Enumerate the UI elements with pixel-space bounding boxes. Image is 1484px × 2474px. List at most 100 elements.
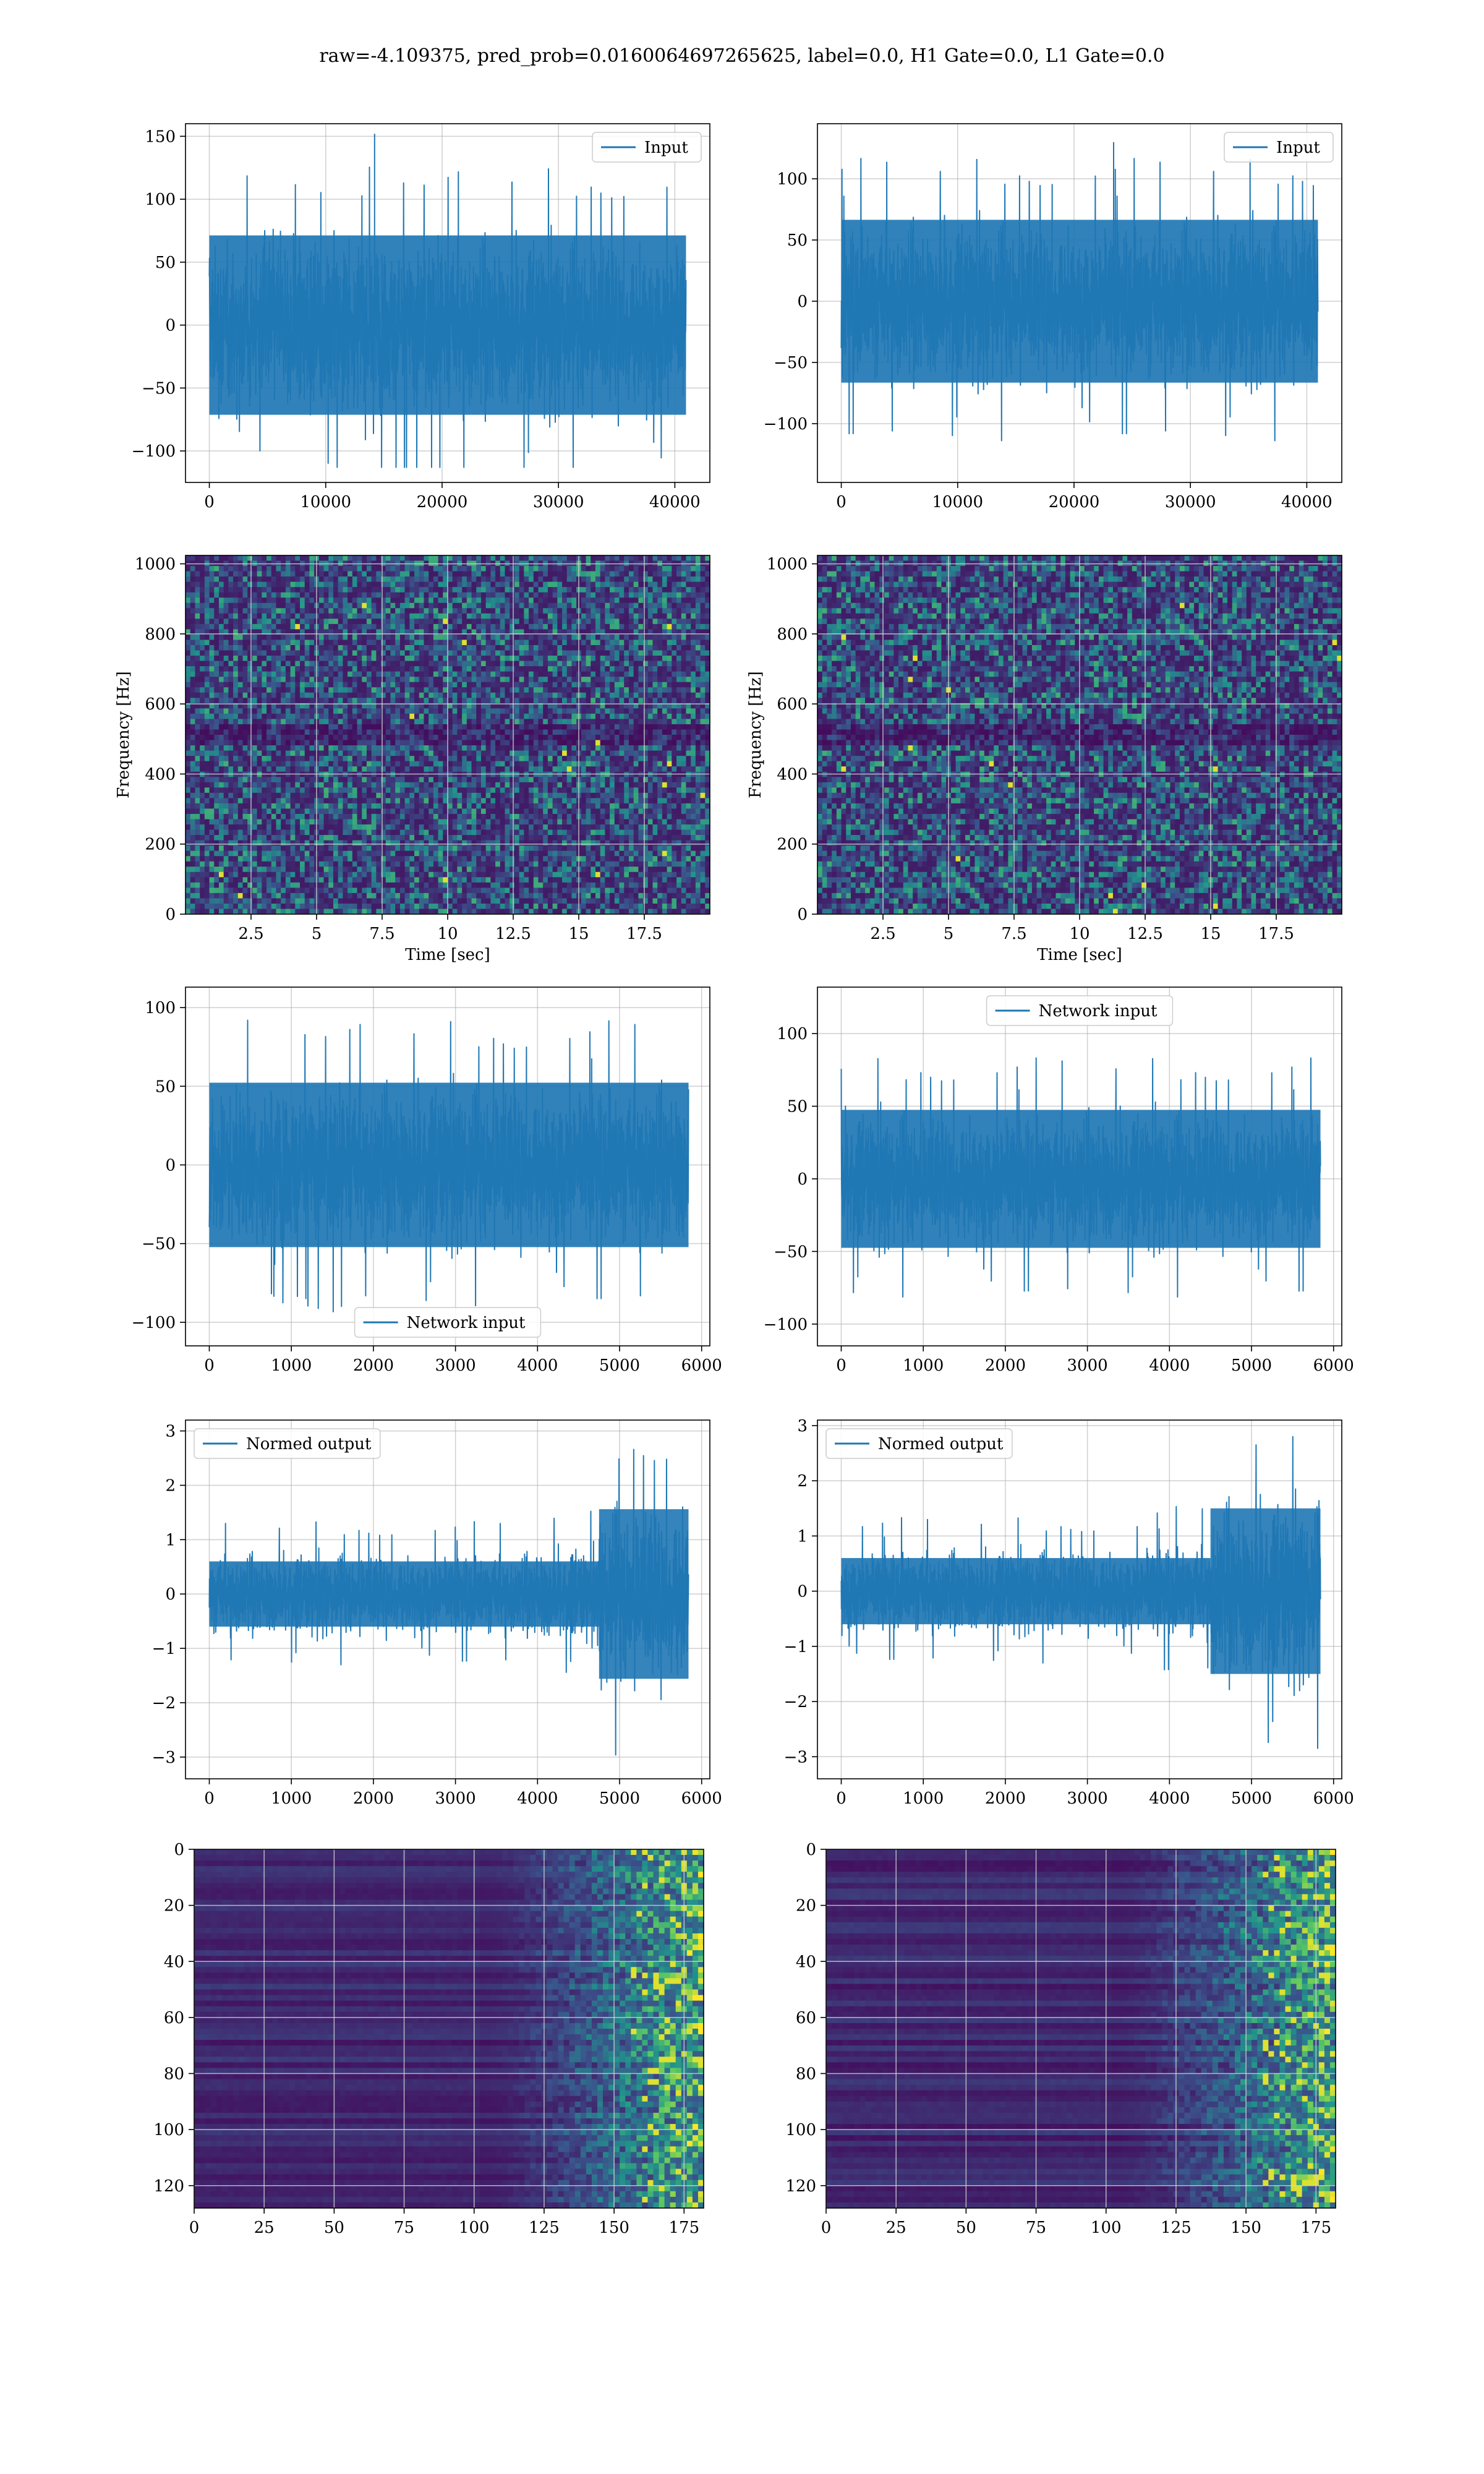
y-tick-label: −1 xyxy=(784,1638,808,1656)
x-tick-label: 6000 xyxy=(1313,1789,1354,1808)
y-axis-label: Frequency [Hz] xyxy=(746,671,765,798)
x-tick-label: 100 xyxy=(1091,2219,1122,2237)
legend-label: Input xyxy=(644,139,688,157)
heatmap-cells xyxy=(826,1849,1336,2208)
y-tick-label: 50 xyxy=(155,1077,176,1096)
legend-label: Input xyxy=(1276,139,1320,157)
x-tick-label: 5 xyxy=(944,925,954,943)
gridlines xyxy=(817,555,1342,914)
y-tick-label: 100 xyxy=(777,1025,808,1043)
y-tick-label: 80 xyxy=(796,2065,816,2084)
plot-area xyxy=(817,987,1342,1346)
x-tick-label: 150 xyxy=(1230,2219,1261,2237)
x-tick-label: 5000 xyxy=(1231,1356,1272,1375)
y-tick-label: 2 xyxy=(165,1476,176,1495)
y-tick-label: 0 xyxy=(797,1583,808,1601)
x-tick-label: 1000 xyxy=(271,1789,312,1808)
x-tick-label: 2.5 xyxy=(870,925,895,943)
plot-area xyxy=(186,987,710,1346)
series-band xyxy=(841,1110,1321,1248)
subplot-grid: 0 10000 20000 30000 40000−100−50050100150Inp… xyxy=(114,123,1354,2237)
x-tick-label: 6000 xyxy=(1313,1356,1354,1375)
subplot-r3c2: 0 1000 2000 3000 4000 5000 6000 −100 −50 0 50 100 Ne… xyxy=(764,987,1354,1375)
x-tick-label: 2000 xyxy=(985,1356,1026,1375)
axes-frame xyxy=(185,123,710,483)
x-tick-label: 0 xyxy=(836,493,846,511)
x-tick-label: 1000 xyxy=(903,1789,944,1808)
legend-box xyxy=(825,1428,1013,1459)
tick-labels: 2.5 5 7.5 10 12.5 15 17.5 0 200 400 600 800 1000 xyxy=(767,555,1294,943)
y-tick-label: 20 xyxy=(164,1897,184,1915)
x-tick-label: 17.5 xyxy=(1258,925,1294,943)
x-tick-label: 30000 xyxy=(533,493,584,511)
y-tick-label: 400 xyxy=(777,765,808,784)
y-tick-label: 400 xyxy=(145,765,176,784)
x-tick-label: 125 xyxy=(1161,2219,1192,2237)
plot-area xyxy=(186,555,710,914)
subplot-r1c1: 0 10000 20000 30000 40000 −100 −50 0 50 100 150 Inp… xyxy=(132,123,710,511)
heatmap-cells xyxy=(194,1849,704,2208)
x-tick-label: 0 xyxy=(204,493,215,511)
tick-labels: 0 1000 2000 3000 4000 5000 6000 −3 −2 −1 0 1 2 3 xyxy=(152,1423,722,1808)
y-tick-label: 50 xyxy=(155,254,176,272)
x-tick-label: 15 xyxy=(1200,925,1221,943)
legend: Normed output xyxy=(825,1428,1013,1459)
plot-area xyxy=(817,555,1342,914)
subplot-r3c1: 0 1000 2000 3000 4000 5000 6000 −100 −50 0 50 100 Ne… xyxy=(132,987,722,1375)
y-tick-label: 100 xyxy=(785,2121,816,2139)
x-tick-label: 10 xyxy=(437,925,458,943)
y-tick-label: 0 xyxy=(797,1170,808,1189)
tick-labels: 0 1000 2000 3000 4000 5000 6000 −3 −2 −1 0 1 2 3 xyxy=(784,1417,1354,1808)
y-tick-label: 60 xyxy=(796,2009,816,2027)
x-tick-label: 0 xyxy=(189,2219,200,2237)
x-tick-label: 15 xyxy=(568,925,589,943)
x-tick-label: 10000 xyxy=(300,493,351,511)
x-tick-label: 100 xyxy=(459,2219,490,2237)
x-tick-label: 4000 xyxy=(517,1789,558,1808)
x-tick-label: 2000 xyxy=(985,1789,1026,1808)
x-tick-label: 40000 xyxy=(1281,493,1333,511)
legend-label: Network input xyxy=(407,1314,526,1332)
x-tick-label: 125 xyxy=(529,2219,560,2237)
x-tick-label: 20000 xyxy=(417,493,468,511)
x-axis-label: Time [sec] xyxy=(405,946,490,964)
tick-labels: 0 10000 20000 30000 40000 −100 −50 0 50 100 150 xyxy=(132,127,701,511)
y-tick-label: 0 xyxy=(165,1585,176,1604)
plot-area xyxy=(817,124,1342,482)
legend-box xyxy=(592,132,702,163)
y-tick-label: 600 xyxy=(145,695,176,714)
y-tick-label: 40 xyxy=(796,1953,816,1971)
tick-labels: 2.5 5 7.5 10 12.5 15 17.5 0 200 400 600 800 1000 xyxy=(135,555,662,943)
axes-frame xyxy=(825,1849,1336,2209)
x-tick-label: 0 xyxy=(821,2219,832,2237)
y-tick-label: 1 xyxy=(797,1527,808,1546)
x-tick-label: 5000 xyxy=(1231,1789,1272,1808)
x-tick-label: 1000 xyxy=(271,1356,312,1375)
y-tick-label: −1 xyxy=(152,1640,176,1658)
x-tick-label: 3000 xyxy=(435,1789,476,1808)
y-tick-label: 1000 xyxy=(767,555,808,574)
series-band xyxy=(841,220,1318,383)
y-tick-label: 20 xyxy=(796,1897,816,1915)
y-tick-label: 1 xyxy=(165,1531,176,1549)
y-tick-label: 3 xyxy=(165,1423,176,1441)
y-tick-label: 150 xyxy=(145,127,176,146)
y-axis-label: Frequency [Hz] xyxy=(114,671,133,798)
y-tick-label: 0 xyxy=(165,1156,176,1175)
y-tick-label: −50 xyxy=(774,1243,808,1261)
x-tick-label: 20000 xyxy=(1049,493,1100,511)
x-tick-label: 5 xyxy=(312,925,322,943)
x-tick-label: 0 xyxy=(836,1356,846,1375)
legend: Network input xyxy=(354,1307,542,1338)
y-tick-label: 200 xyxy=(777,836,808,854)
x-tick-label: 175 xyxy=(1300,2219,1331,2237)
y-tick-label: 60 xyxy=(164,2009,184,2027)
x-tick-label: 50 xyxy=(956,2219,976,2237)
legend-box xyxy=(986,995,1174,1026)
axes-frame xyxy=(194,1849,704,2209)
plot-area xyxy=(817,1420,1342,1779)
y-tick-label: 600 xyxy=(777,695,808,714)
x-tick-label: 40000 xyxy=(649,493,701,511)
y-tick-label: −100 xyxy=(132,1314,176,1332)
